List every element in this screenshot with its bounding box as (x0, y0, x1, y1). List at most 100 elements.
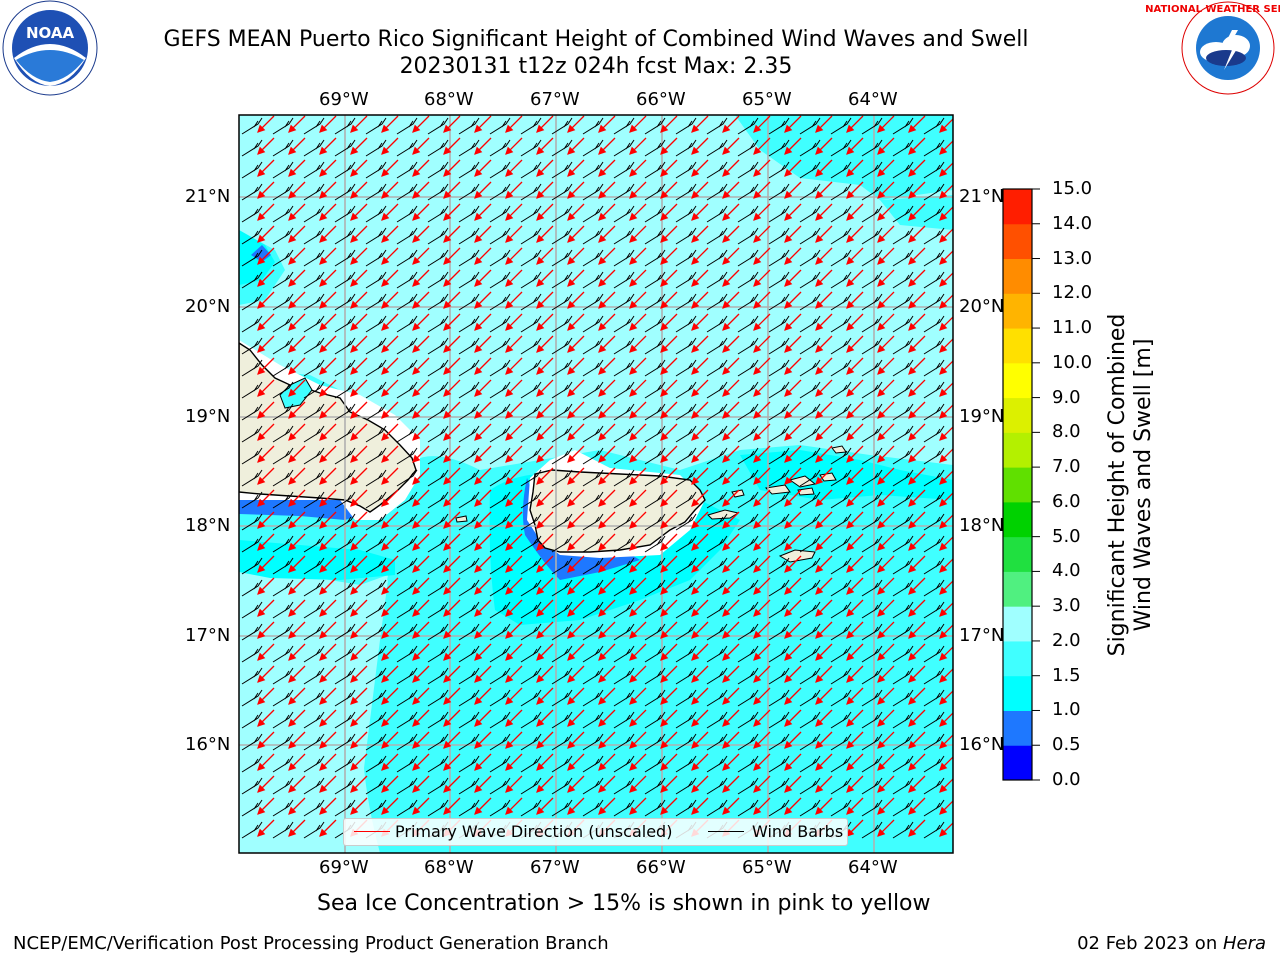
wind-barb (272, 557, 294, 575)
wave-direction-arrow (443, 291, 461, 309)
lat-label-left-18: 18°N (185, 515, 231, 536)
wind-barb (458, 117, 480, 135)
wind-barb (737, 227, 759, 245)
wind-barb (923, 579, 945, 597)
wind-barb (427, 227, 449, 245)
wave-direction-arrow (815, 291, 833, 309)
wave-direction-arrow (939, 250, 953, 265)
wind-barb (923, 403, 945, 421)
wind-barb (582, 711, 604, 729)
wind-barb (272, 535, 294, 553)
wind-barb (365, 403, 387, 421)
wind-barb (923, 117, 945, 135)
lat-label-left-19: 19°N (185, 406, 231, 427)
wind-barb (365, 117, 387, 135)
lat-label-right-19: 19°N (959, 406, 1005, 427)
wind-barb (675, 403, 697, 421)
wind-barb (427, 447, 449, 465)
wind-barb (303, 733, 325, 751)
wind-barb (489, 689, 511, 707)
wind-barb (799, 623, 821, 641)
wind-barb (489, 117, 511, 135)
wind-barb (489, 403, 511, 421)
wind-barb (737, 579, 759, 597)
wind-barb (365, 425, 387, 443)
wind-barb (365, 711, 387, 729)
wave-direction-arrow (722, 115, 740, 133)
footer-branch: NCEP/EMC/Verification Post Processing Pr… (13, 933, 609, 954)
wave-direction-arrow (536, 181, 554, 199)
wave-direction-arrow (288, 181, 306, 199)
wind-barb (830, 359, 852, 377)
wind-barb (892, 601, 914, 619)
wind-barb (799, 645, 821, 663)
wind-barb (737, 535, 759, 553)
wind-barb (613, 359, 635, 377)
wave-direction-arrow (350, 115, 368, 133)
wind-barb (427, 755, 449, 773)
wave-direction-arrow (598, 313, 616, 331)
wind-barb (365, 447, 387, 465)
wind-barb (706, 381, 728, 399)
wind-barb (861, 491, 883, 509)
wave-direction-arrow (257, 247, 275, 265)
wind-barb (613, 645, 635, 663)
wind-barb (675, 117, 697, 135)
wind-barb (427, 139, 449, 157)
wind-barb (582, 447, 604, 465)
wind-barb (489, 557, 511, 575)
wind-barb (241, 623, 263, 641)
wind-barb (272, 755, 294, 773)
wave-direction-arrow (567, 247, 585, 265)
wind-barb (644, 425, 666, 443)
wind-barb (861, 293, 883, 311)
wind-barb (520, 403, 542, 421)
wind-barb (458, 249, 480, 267)
wind-barb (737, 161, 759, 179)
wind-barb (303, 535, 325, 553)
wind-barb (644, 689, 666, 707)
wind-barb (489, 777, 511, 795)
wind-barb (582, 689, 604, 707)
colorbar-swatch (1003, 362, 1032, 399)
wave-direction-arrow (629, 335, 647, 353)
wind-barb (365, 359, 387, 377)
wave-direction-arrow (381, 313, 399, 331)
wave-direction-arrow (722, 137, 740, 155)
wind-barb (427, 315, 449, 333)
wave-direction-arrow (660, 115, 678, 133)
wind-barb (892, 755, 914, 773)
wave-direction-arrow (691, 291, 709, 309)
wind-barb (272, 183, 294, 201)
lon-label-bottom-67: 67°W (530, 857, 580, 878)
wave-direction-arrow (381, 335, 399, 353)
wind-barb (675, 601, 697, 619)
wind-barb (799, 447, 821, 465)
wave-direction-arrow (753, 137, 771, 155)
wind-barb (892, 821, 914, 839)
wind-barb (675, 161, 697, 179)
wind-barb (520, 601, 542, 619)
wave-direction-arrow (877, 335, 895, 353)
wave-direction-arrow (288, 159, 306, 177)
wind-barb (272, 425, 294, 443)
wave-direction-arrow (536, 115, 554, 133)
wind-barb (613, 315, 635, 333)
wind-barb (427, 161, 449, 179)
wind-barb (613, 293, 635, 311)
wind-barb (396, 689, 418, 707)
wave-direction-arrow (319, 313, 337, 331)
wind-barb (706, 337, 728, 355)
wave-direction-arrow (598, 291, 616, 309)
wind-barb (830, 447, 852, 465)
wind-barb (861, 337, 883, 355)
wind-barb (675, 755, 697, 773)
wind-barb (334, 403, 356, 421)
wind-barb-legend-label: Wind Barbs (752, 822, 844, 841)
wave-direction-arrow (536, 335, 554, 353)
wind-barb (272, 799, 294, 817)
wave-direction-arrow (908, 247, 926, 265)
wind-barb (582, 623, 604, 641)
wave-direction-arrow (474, 115, 492, 133)
wind-barb (892, 337, 914, 355)
